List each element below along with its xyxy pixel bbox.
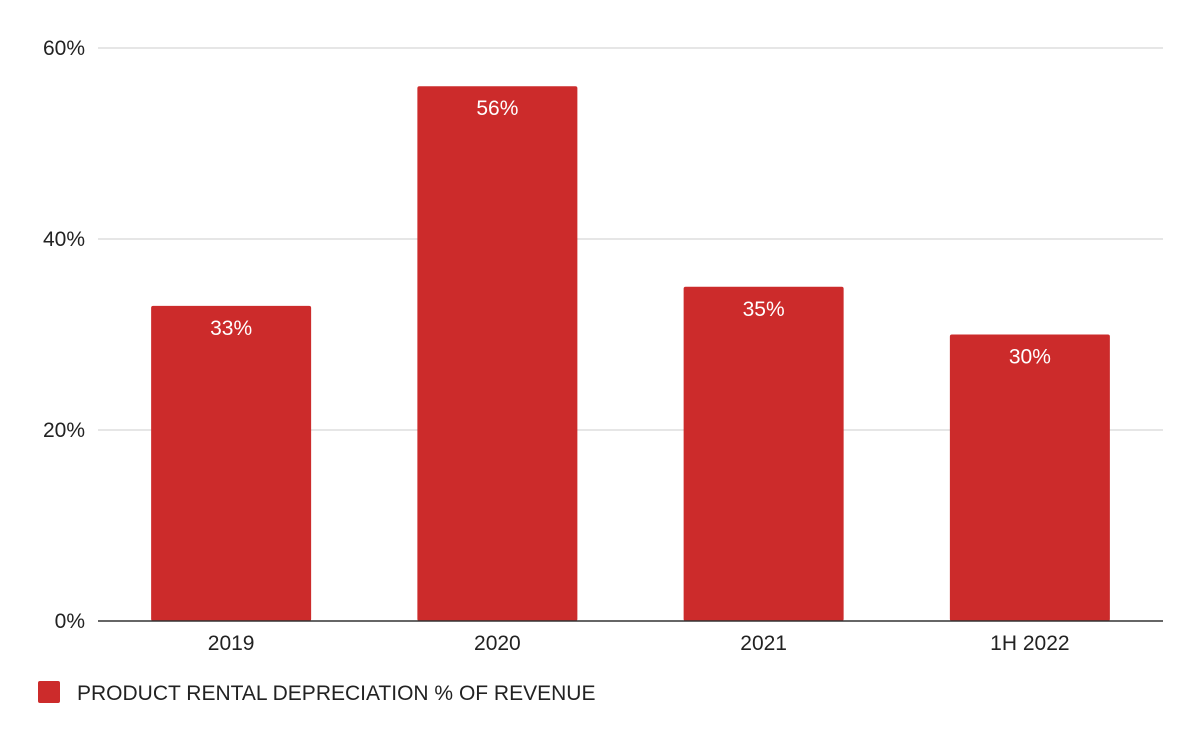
y-tick-label: 60%: [43, 37, 85, 60]
x-tick-label: 1H 2022: [990, 632, 1069, 655]
legend: PRODUCT RENTAL DEPRECIATION % OF REVENUE: [38, 681, 595, 705]
y-tick-label: 20%: [43, 419, 85, 442]
x-tick-label: 2019: [208, 632, 255, 655]
x-tick-label: 2021: [740, 632, 787, 655]
bars: 33% 56% 35% 30%: [151, 86, 1110, 621]
data-label: 33%: [210, 317, 252, 340]
bar: [417, 86, 578, 621]
legend-label: PRODUCT RENTAL DEPRECIATION % OF REVENUE: [77, 682, 595, 705]
data-label: 30%: [1009, 346, 1051, 369]
bar: [683, 286, 844, 621]
legend-swatch: [38, 681, 60, 703]
x-tick-label: 2020: [474, 632, 521, 655]
y-tick-label: 0%: [55, 610, 85, 633]
data-label: 35%: [743, 298, 785, 321]
y-tick-label: 40%: [43, 228, 85, 251]
data-label: 56%: [476, 97, 518, 120]
bar: [151, 305, 312, 621]
x-axis-ticks: 2019 2020 2021 1H 2022: [208, 632, 1070, 655]
bar: [949, 334, 1110, 621]
y-axis-ticks: 0% 20% 40% 60%: [43, 37, 85, 633]
